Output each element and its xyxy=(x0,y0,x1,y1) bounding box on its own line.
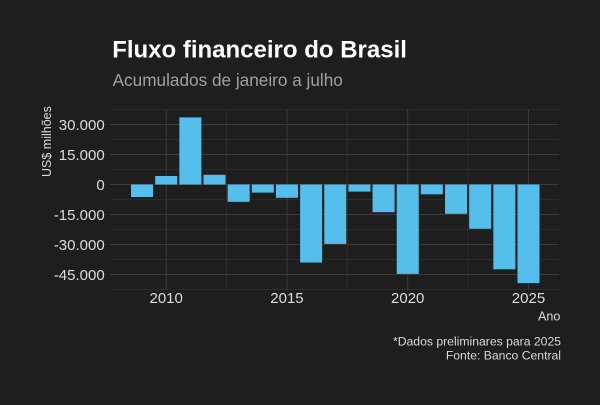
svg-text:15.000: 15.000 xyxy=(59,147,105,164)
svg-text:-30.000: -30.000 xyxy=(54,237,105,254)
svg-text:-45.000: -45.000 xyxy=(54,267,105,284)
svg-text:2015: 2015 xyxy=(270,290,303,307)
svg-text:Fonte: Banco Central: Fonte: Banco Central xyxy=(446,349,561,363)
svg-text:Fluxo financeiro do Brasil: Fluxo financeiro do Brasil xyxy=(112,37,407,64)
svg-text:2010: 2010 xyxy=(150,290,183,307)
svg-text:2020: 2020 xyxy=(391,290,424,307)
svg-text:Acumulados de janeiro a julho: Acumulados de janeiro a julho xyxy=(113,70,343,90)
svg-text:30.000: 30.000 xyxy=(59,117,105,134)
svg-text:-15.000: -15.000 xyxy=(54,207,105,224)
svg-text:US$ milhões: US$ milhões xyxy=(40,106,54,177)
svg-text:0: 0 xyxy=(96,177,104,194)
svg-text:Ano: Ano xyxy=(538,309,560,323)
svg-text:2025: 2025 xyxy=(512,290,545,307)
svg-text:*Dados preliminares para 2025: *Dados preliminares para 2025 xyxy=(393,335,561,349)
